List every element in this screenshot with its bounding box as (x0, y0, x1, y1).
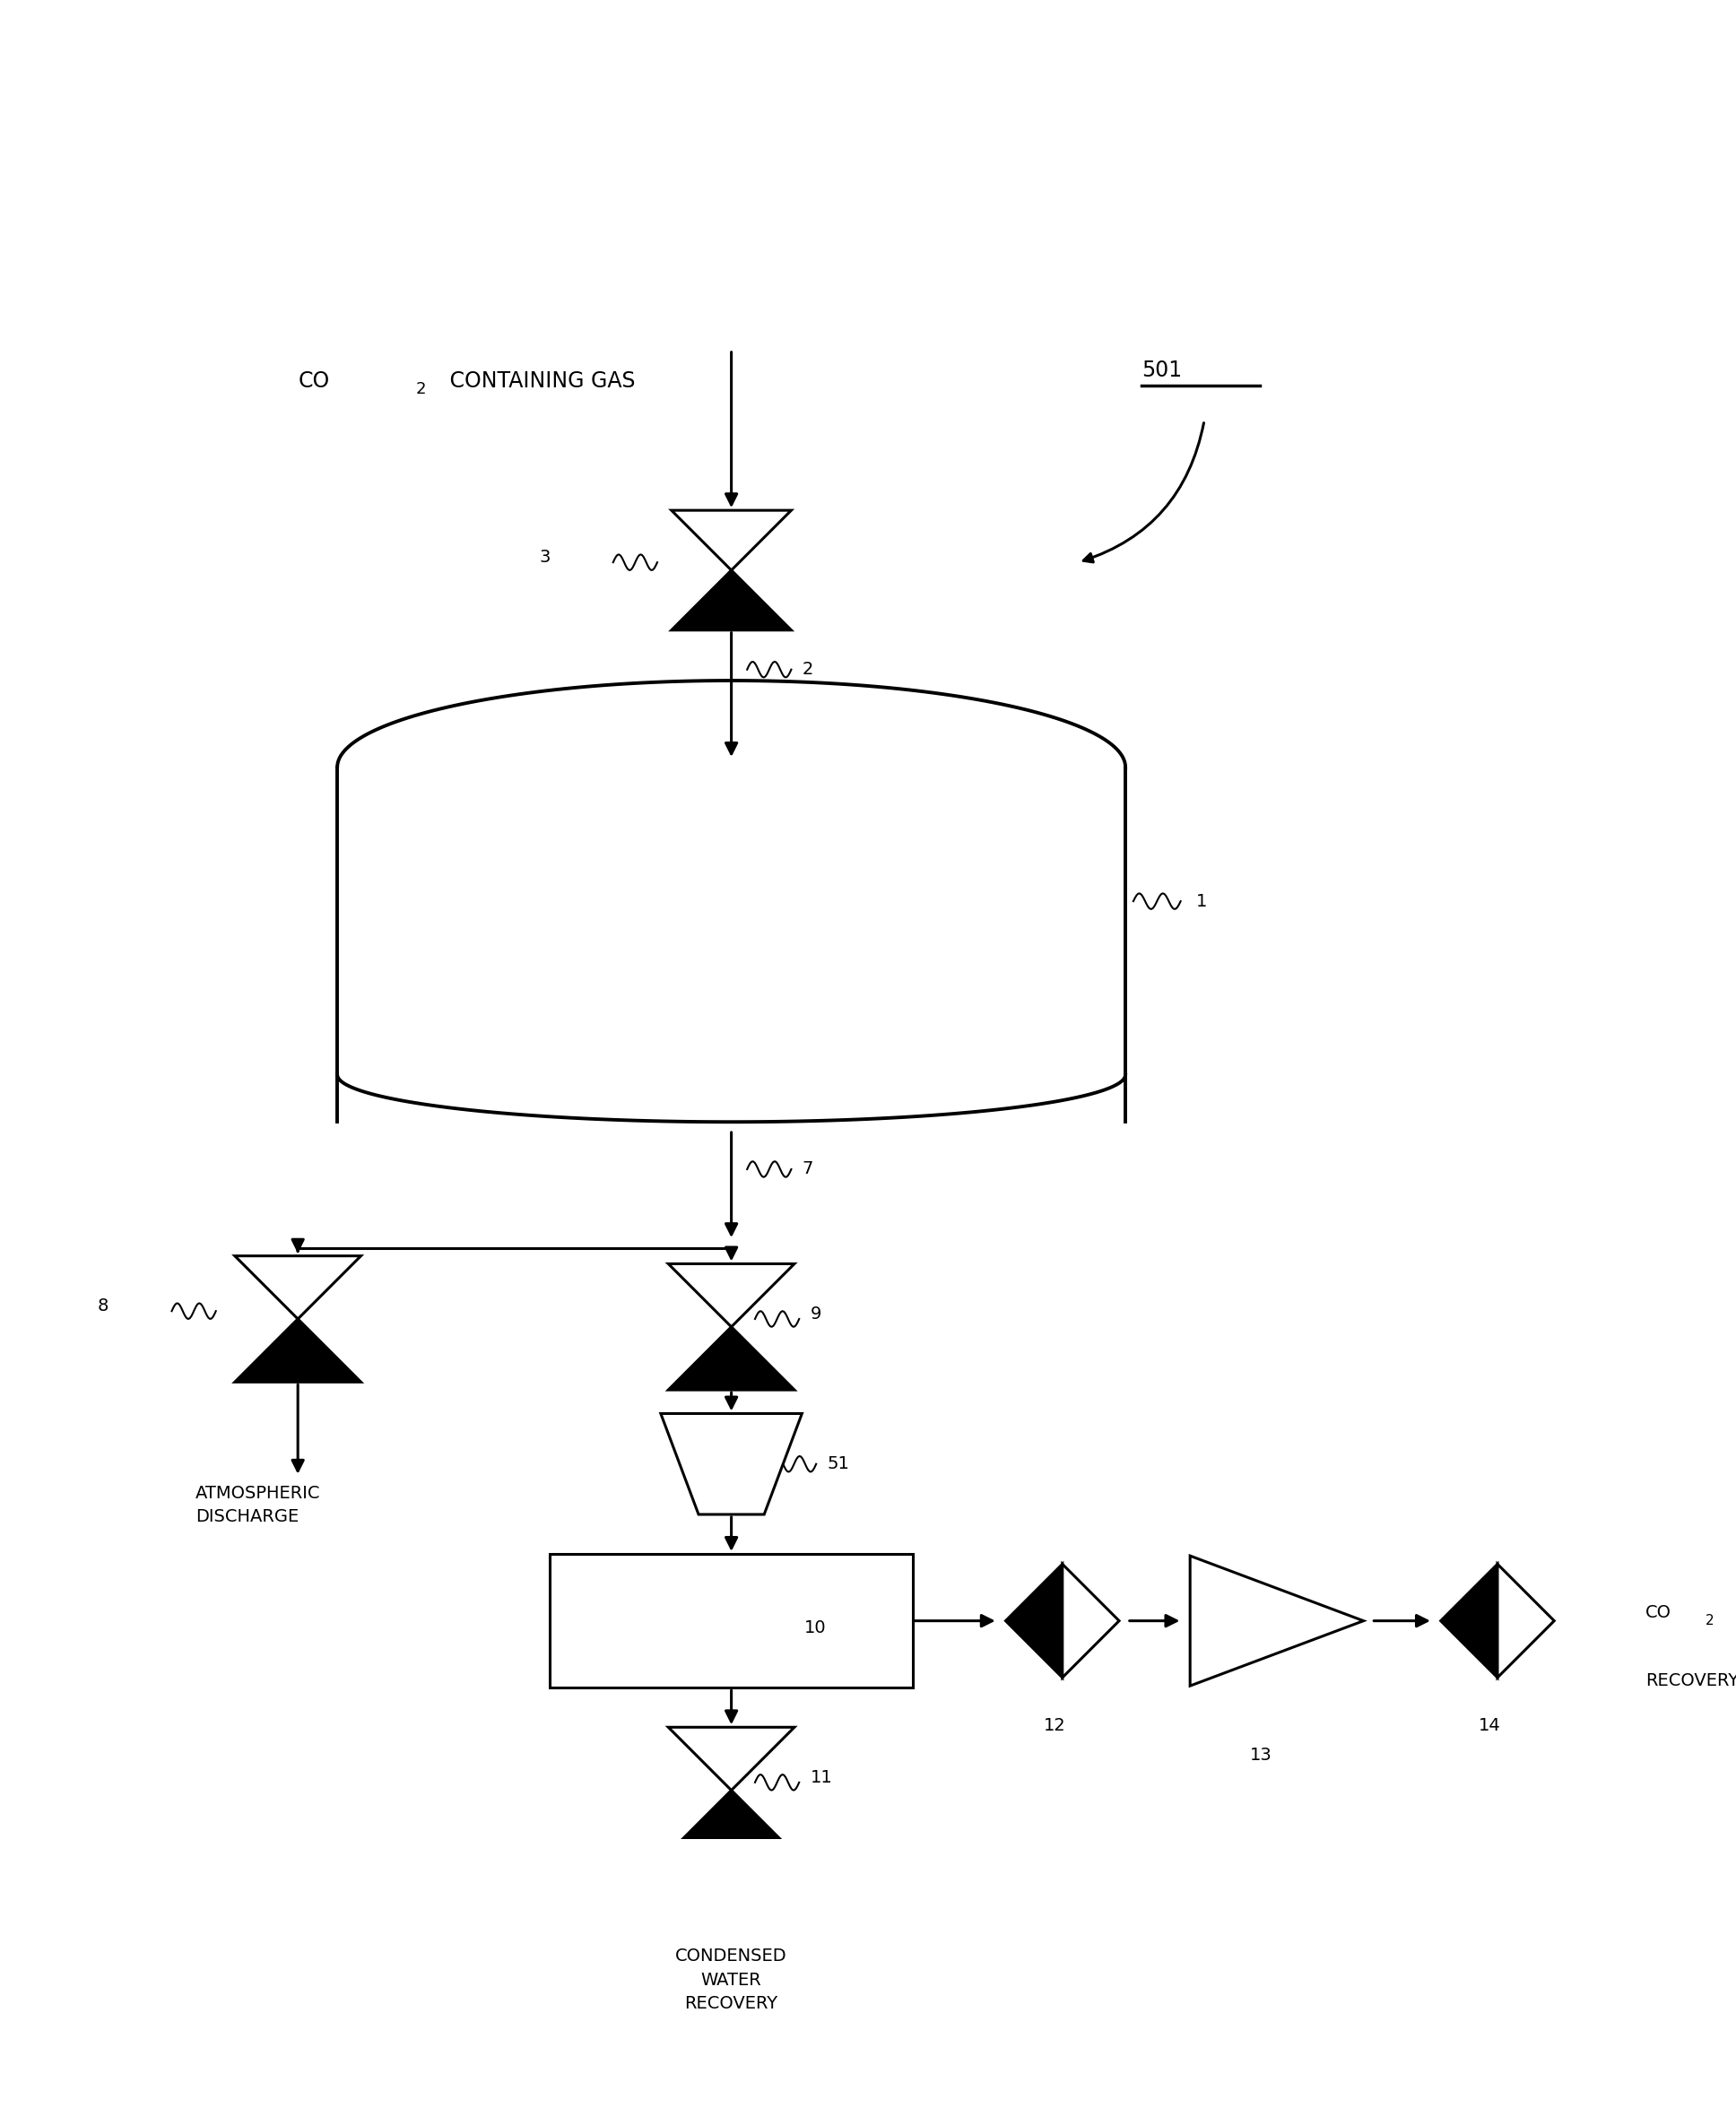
Text: CONTAINING GAS: CONTAINING GAS (443, 370, 635, 392)
Polygon shape (234, 1319, 361, 1382)
Text: 11: 11 (811, 1770, 832, 1787)
Polygon shape (668, 1791, 795, 1852)
Polygon shape (661, 1414, 802, 1514)
Polygon shape (668, 1264, 795, 1327)
Polygon shape (1191, 1556, 1363, 1685)
Text: 2: 2 (802, 661, 814, 677)
Polygon shape (672, 569, 792, 631)
Text: 12: 12 (1043, 1717, 1066, 1734)
Polygon shape (1062, 1564, 1120, 1677)
Text: 8: 8 (97, 1298, 109, 1315)
Polygon shape (234, 1255, 361, 1319)
Text: 9: 9 (811, 1306, 821, 1323)
Text: 2: 2 (417, 381, 427, 398)
Text: 3: 3 (538, 548, 550, 565)
Polygon shape (668, 1727, 795, 1791)
Bar (550, 1554, 913, 1687)
Text: 7: 7 (802, 1160, 814, 1177)
Text: 501: 501 (1141, 360, 1182, 381)
Text: CO: CO (299, 370, 330, 392)
Text: 14: 14 (1479, 1717, 1500, 1734)
Text: 2: 2 (1705, 1613, 1713, 1628)
Polygon shape (1441, 1564, 1498, 1677)
Polygon shape (1005, 1564, 1062, 1677)
Polygon shape (672, 510, 792, 569)
Text: 51: 51 (826, 1456, 849, 1473)
Polygon shape (668, 1327, 795, 1391)
Text: 1: 1 (1196, 893, 1208, 910)
Text: 10: 10 (806, 1620, 826, 1636)
Polygon shape (1498, 1564, 1554, 1677)
Text: ATMOSPHERIC
DISCHARGE: ATMOSPHERIC DISCHARGE (196, 1484, 321, 1524)
Text: CONDENSED
WATER
RECOVERY: CONDENSED WATER RECOVERY (675, 1948, 786, 2013)
Text: CO: CO (1646, 1605, 1672, 1622)
Text: RECOVERY: RECOVERY (1646, 1672, 1736, 1689)
Text: 13: 13 (1250, 1747, 1272, 1763)
